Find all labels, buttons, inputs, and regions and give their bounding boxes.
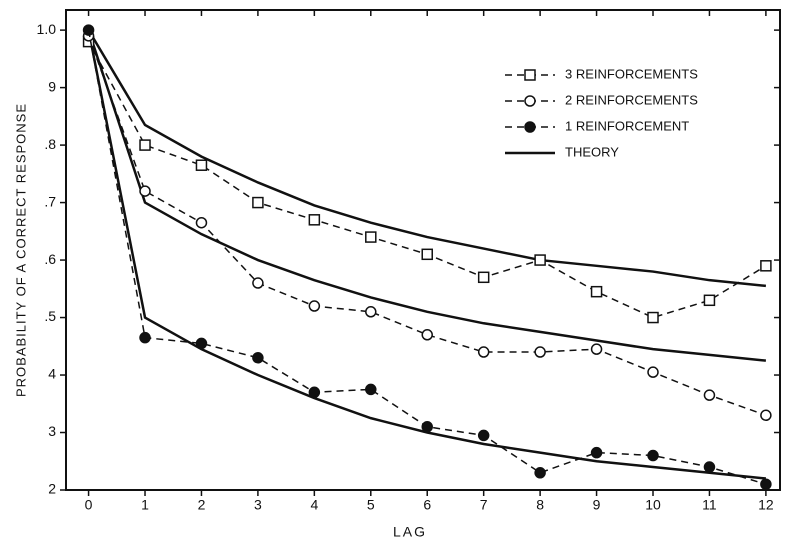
point (195, 337, 208, 350)
point (647, 449, 659, 462)
theory-line (87, 29, 767, 288)
point (647, 366, 659, 378)
y-tick-label: 9 (48, 78, 56, 94)
theory-line (87, 29, 767, 362)
point (477, 429, 490, 442)
point (195, 159, 208, 171)
point (760, 409, 772, 422)
point (760, 260, 772, 272)
x-tick-label: 9 (593, 497, 601, 513)
point (139, 331, 151, 344)
y-tick-label: .7 (44, 193, 56, 209)
point (308, 300, 321, 312)
y-tick-label: 1.0 (37, 21, 57, 37)
point (252, 352, 264, 364)
x-tick-label: 3 (254, 497, 262, 513)
x-tick-label: 6 (423, 497, 431, 513)
x-tick-label: 7 (480, 497, 488, 513)
x-tick-label: 1 (141, 497, 149, 513)
legend-label: 3 REINFORCEMENTS (565, 66, 698, 81)
point (365, 306, 377, 318)
legend-label: THEORY (565, 144, 619, 159)
point (534, 346, 546, 358)
point (308, 386, 321, 399)
y-tick-label: .8 (44, 136, 56, 152)
point (703, 461, 716, 473)
point (703, 389, 716, 401)
x-tick-label: 11 (702, 497, 717, 513)
legend-marker (524, 121, 536, 133)
y-tick-label: .5 (44, 308, 56, 324)
point (590, 446, 603, 459)
point (421, 421, 433, 433)
point (82, 24, 95, 36)
y-tick-label: 2 (48, 481, 56, 497)
x-tick-label: 0 (85, 497, 93, 513)
x-tick-label: 12 (758, 497, 774, 513)
legend-label: 1 REINFORCEMENT (565, 118, 689, 133)
series-line (87, 41, 767, 319)
legend-marker (524, 69, 536, 81)
point (477, 271, 490, 284)
legend-label: 2 REINFORCEMENTS (565, 92, 698, 107)
point (308, 214, 321, 226)
y-axis-label: PROBABILITY OF A CORRECT RESPONSE (13, 103, 28, 397)
x-tick-label: 5 (367, 497, 375, 513)
point (365, 383, 377, 396)
point (421, 248, 433, 261)
plot-frame (65, 9, 781, 491)
point (477, 346, 490, 358)
point (647, 311, 659, 324)
point (534, 467, 546, 479)
x-tick-label: 10 (645, 497, 661, 513)
point (590, 343, 603, 355)
point (139, 185, 151, 197)
point (252, 196, 264, 209)
point (534, 254, 546, 266)
point (703, 294, 716, 307)
legend-marker (524, 95, 536, 107)
point (421, 329, 433, 341)
point (760, 478, 772, 491)
x-axis-label: LAG (393, 524, 427, 540)
x-tick-label: 8 (536, 497, 544, 513)
x-tick-label: 4 (310, 497, 318, 513)
y-tick-label: 4 (48, 366, 56, 382)
point (365, 231, 377, 243)
y-tick-label: .6 (44, 251, 56, 267)
point (139, 139, 151, 151)
y-tick-label: 3 (48, 423, 56, 439)
point (252, 277, 264, 289)
x-tick-label: 2 (198, 497, 206, 513)
point (590, 285, 603, 298)
point (195, 216, 208, 229)
